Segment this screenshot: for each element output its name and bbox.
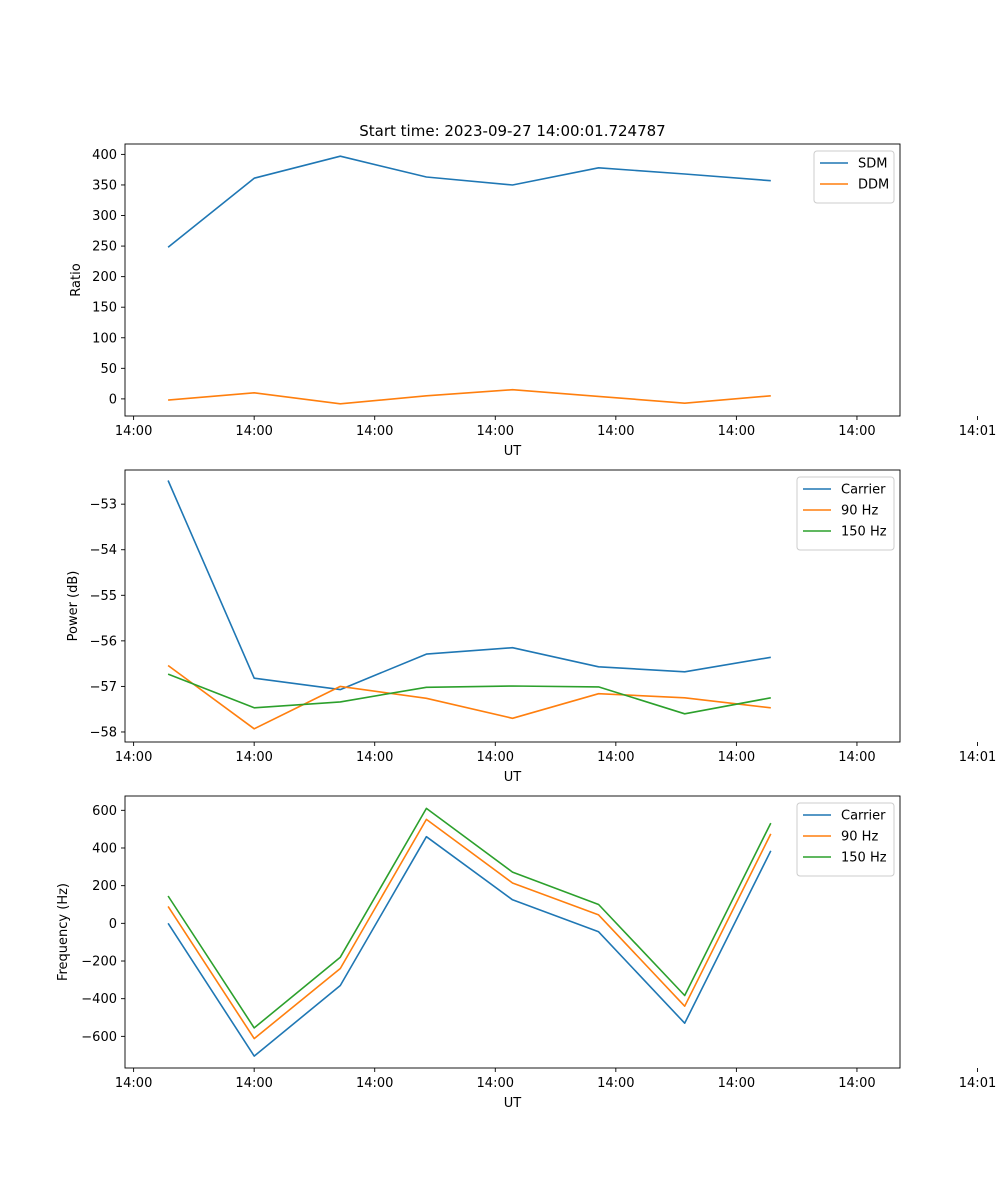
y-tick-label: −56 bbox=[90, 634, 117, 649]
chart-panel-1: 14:00 14:00 14:00 14:00 14:00 14:00 14:00 14:01… bbox=[69, 143, 996, 459]
x-tick-label: 14:00 bbox=[718, 424, 755, 439]
y-tick-label: −53 bbox=[90, 498, 117, 513]
x-tick-label: 14:00 bbox=[115, 424, 152, 439]
legend-label: 150 Hz bbox=[841, 851, 887, 866]
y-tick-label: 0 bbox=[109, 392, 117, 407]
legend-frame bbox=[813, 150, 895, 204]
y-tick-label: 100 bbox=[92, 331, 117, 346]
y-tick-label: −55 bbox=[90, 589, 117, 604]
x-axis-label: UT bbox=[504, 444, 522, 459]
series-line-ddm bbox=[168, 388, 771, 405]
y-tick-label: 400 bbox=[92, 148, 117, 163]
x-tick-label: 14:00 bbox=[477, 424, 514, 439]
x-axis-label: UT bbox=[504, 770, 522, 785]
y-tick-label: 350 bbox=[92, 178, 117, 193]
x-tick-label: 14:00 bbox=[597, 750, 634, 765]
x-tick-label: 14:00 bbox=[356, 1076, 393, 1091]
y-tick-label: −400 bbox=[81, 992, 117, 1007]
y-tick-label: 400 bbox=[92, 841, 117, 856]
y-tick-label: 200 bbox=[92, 879, 117, 894]
x-tick-label: 14:00 bbox=[838, 750, 875, 765]
series-line-150-hz bbox=[167, 673, 771, 715]
figure-title: Start time: 2023-09-27 14:00:01.724787 bbox=[359, 122, 665, 140]
x-tick-label: 14:00 bbox=[718, 750, 755, 765]
x-tick-label: 14:00 bbox=[356, 424, 393, 439]
legend-label: 150 Hz bbox=[841, 525, 887, 540]
y-tick-label: −58 bbox=[90, 725, 117, 740]
axes-frame bbox=[124, 143, 901, 417]
series-line-sdm bbox=[167, 155, 771, 248]
x-axis-label: UT bbox=[504, 1096, 522, 1111]
y-axis-label: Power (dB) bbox=[66, 571, 81, 642]
x-tick-label: 14:01 bbox=[959, 750, 996, 765]
x-tick-label: 14:00 bbox=[235, 750, 272, 765]
axes-frame bbox=[124, 795, 901, 1069]
y-tick-label: −600 bbox=[81, 1030, 117, 1045]
x-tick-label: 14:00 bbox=[235, 424, 272, 439]
y-tick-label: 300 bbox=[92, 209, 117, 224]
legend: SDM DDM bbox=[813, 150, 895, 204]
y-tick-label: −54 bbox=[90, 543, 117, 558]
x-tick-label: 14:00 bbox=[115, 750, 152, 765]
x-tick-label: 14:00 bbox=[477, 1076, 514, 1091]
y-tick-label: 150 bbox=[92, 301, 117, 316]
x-tick-label: 14:00 bbox=[718, 1076, 755, 1091]
series-line-150-hz bbox=[167, 807, 772, 1029]
x-tick-label: 14:00 bbox=[838, 1076, 875, 1091]
x-tick-label: 14:00 bbox=[235, 1076, 272, 1091]
y-tick-label: 200 bbox=[92, 270, 117, 285]
axes-frame bbox=[124, 469, 901, 743]
y-tick-label: 250 bbox=[92, 240, 117, 255]
x-tick-label: 14:00 bbox=[115, 1076, 152, 1091]
x-tick-label: 14:00 bbox=[838, 424, 875, 439]
legend-label: 90 Hz bbox=[841, 830, 878, 845]
legend-label: 90 Hz bbox=[841, 504, 878, 519]
series-line-carrier bbox=[167, 480, 771, 691]
y-tick-label: 0 bbox=[109, 917, 117, 932]
legend: Carrier 90 Hz 150 Hz bbox=[796, 802, 895, 877]
chart-panel-3: 14:00 14:00 14:00 14:00 14:00 14:00 14:00 14:01… bbox=[56, 795, 996, 1111]
y-axis-label: Ratio bbox=[69, 263, 84, 296]
legend-label: Carrier bbox=[841, 483, 886, 498]
series-line-carrier bbox=[167, 835, 772, 1057]
legend: Carrier 90 Hz 150 Hz bbox=[796, 476, 895, 551]
y-tick-label: −200 bbox=[81, 955, 117, 970]
x-tick-label: 14:00 bbox=[597, 424, 634, 439]
x-tick-label: 14:00 bbox=[356, 750, 393, 765]
series-line-90-hz bbox=[167, 818, 772, 1040]
y-axis-label: Frequency (Hz) bbox=[56, 883, 71, 981]
x-tick-label: 14:00 bbox=[477, 750, 514, 765]
legend-label: SDM bbox=[858, 157, 887, 172]
x-tick-label: 14:01 bbox=[959, 424, 996, 439]
chart-panel-2: 14:00 14:00 14:00 14:00 14:00 14:00 14:00 14:01… bbox=[66, 469, 996, 785]
x-tick-label: 14:01 bbox=[959, 1076, 996, 1091]
y-tick-label: −57 bbox=[90, 680, 117, 695]
y-tick-label: 600 bbox=[92, 804, 117, 819]
y-tick-label: 50 bbox=[100, 362, 117, 377]
series-line-90-hz bbox=[167, 664, 771, 730]
legend-label: DDM bbox=[858, 178, 889, 193]
x-tick-label: 14:00 bbox=[597, 1076, 634, 1091]
legend-label: Carrier bbox=[841, 809, 886, 824]
